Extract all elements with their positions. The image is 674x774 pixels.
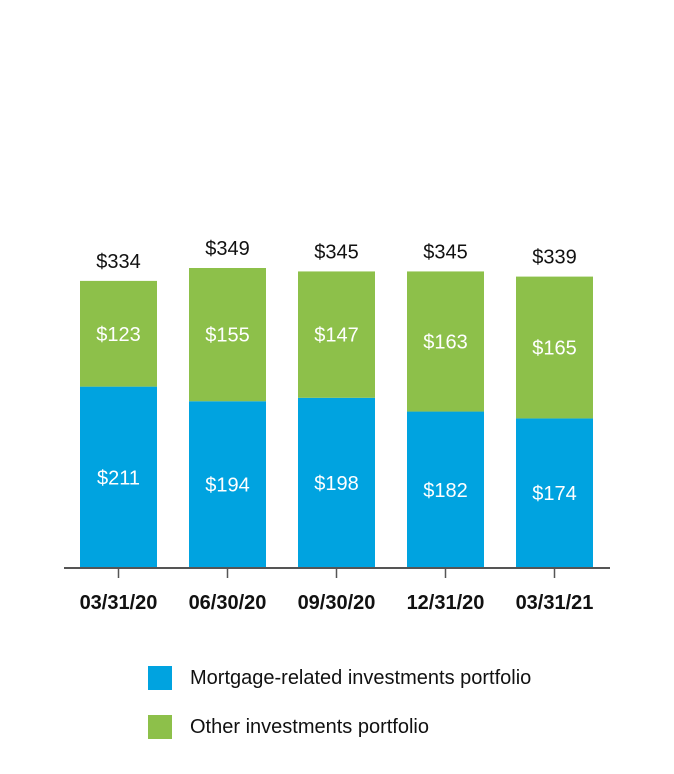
total-label-1: $349 — [205, 238, 250, 260]
legend: Mortgage-related investments portfolio — [148, 664, 531, 692]
x-tick-label-3: 12/31/20 — [407, 592, 485, 614]
bar-segment-mortgage-0 — [80, 386, 157, 568]
bar-segment-other-3 — [407, 271, 484, 412]
total-label-3: $345 — [423, 241, 468, 263]
data-label-mortgage-3: $182 — [423, 480, 468, 502]
bar-segment-mortgage-1 — [189, 401, 266, 568]
x-axis-ticks — [117, 568, 556, 578]
x-tick-label-0: 03/31/20 — [80, 592, 158, 614]
data-label-mortgage-0: $211 — [97, 467, 140, 489]
legend-swatch-mortgage — [148, 666, 172, 690]
data-label-mortgage-4: $174 — [532, 483, 577, 505]
total-label-0: $334 — [96, 251, 141, 273]
total-label-2: $345 — [314, 241, 359, 263]
x-tick-label-2: 09/30/20 — [298, 592, 376, 614]
bar-segment-mortgage-4 — [516, 418, 593, 568]
x-tick-label-1: 06/30/20 — [189, 592, 267, 614]
data-label-other-1: $155 — [205, 325, 250, 347]
total-label-4: $339 — [532, 247, 577, 269]
legend-item-other: Other investments portfolio — [148, 713, 429, 741]
data-label-other-0: $123 — [96, 324, 141, 346]
bar-segment-other-1 — [189, 268, 266, 402]
legend-item-mortgage: Mortgage-related investments portfolio — [148, 664, 531, 692]
bar-segment-other-4 — [516, 276, 593, 419]
data-label-other-3: $163 — [423, 331, 468, 353]
data-label-other-2: $147 — [314, 325, 359, 347]
legend-2: Other investments portfolio — [148, 713, 429, 741]
bar-segment-mortgage-2 — [298, 397, 375, 568]
x-tick-label-4: 03/31/21 — [516, 592, 594, 614]
data-label-other-4: $165 — [532, 338, 577, 360]
bars-group — [80, 268, 593, 568]
data-label-mortgage-2: $198 — [314, 473, 359, 495]
data-label-mortgage-1: $194 — [205, 475, 250, 497]
legend-swatch-other — [148, 715, 172, 739]
labels-group: $211 $123 $334 03/31/20 $194 $155 $349 06/30/20… — [80, 238, 594, 614]
legend-label-other: Other investments portfolio — [190, 715, 429, 738]
bar-segment-other-2 — [298, 271, 375, 398]
bar-segment-other-0 — [80, 280, 157, 387]
legend-label-mortgage: Mortgage-related investments portfolio — [190, 666, 532, 689]
bar-segment-mortgage-3 — [407, 411, 484, 568]
